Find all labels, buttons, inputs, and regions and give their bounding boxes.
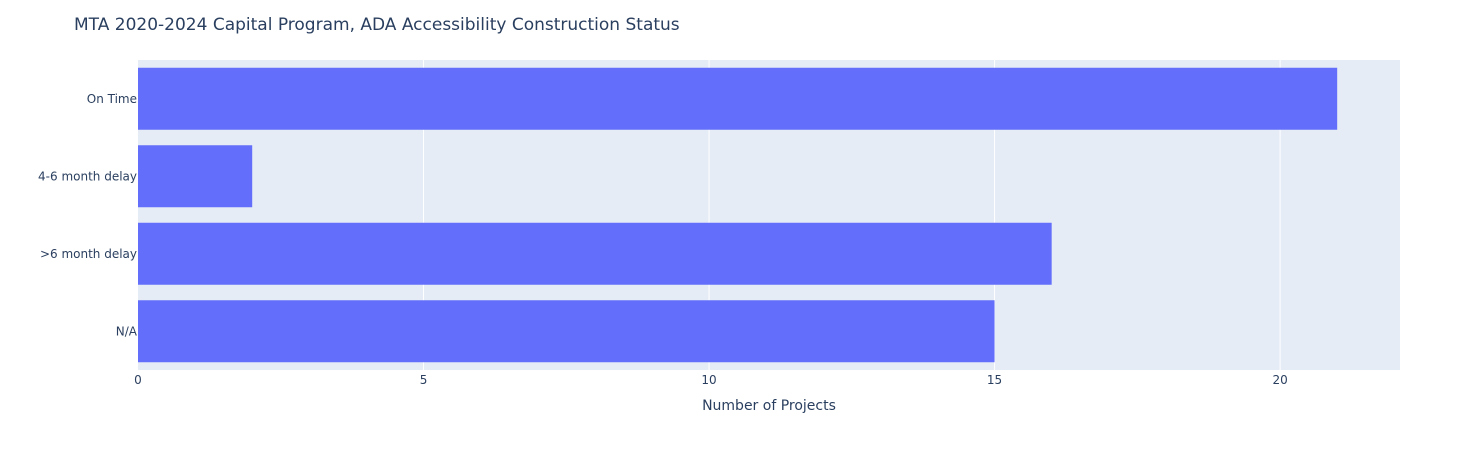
y-tick-label: 4-6 month delay (38, 169, 137, 183)
x-tick-label: 10 (701, 373, 716, 387)
chart-title: MTA 2020-2024 Capital Program, ADA Acces… (74, 15, 680, 35)
x-tick-label: 5 (420, 373, 428, 387)
bar (138, 222, 1052, 285)
bar (138, 300, 995, 363)
y-tick-label: On Time (87, 92, 137, 106)
bars (138, 67, 1338, 363)
x-axis-tick-labels: 0 5 10 15 20 (134, 373, 1288, 387)
x-tick-label: 20 (1272, 373, 1287, 387)
y-axis-tick-labels: On Time 4-6 month delay >6 month delay N/A (38, 92, 138, 339)
bar (138, 67, 1338, 130)
y-tick-label: N/A (116, 324, 138, 338)
x-axis-label: Number of Projects (702, 398, 836, 414)
x-tick-label: 15 (987, 373, 1002, 387)
x-tick-label: 0 (134, 373, 142, 387)
bar (138, 145, 253, 208)
y-tick-label: >6 month delay (40, 247, 137, 261)
